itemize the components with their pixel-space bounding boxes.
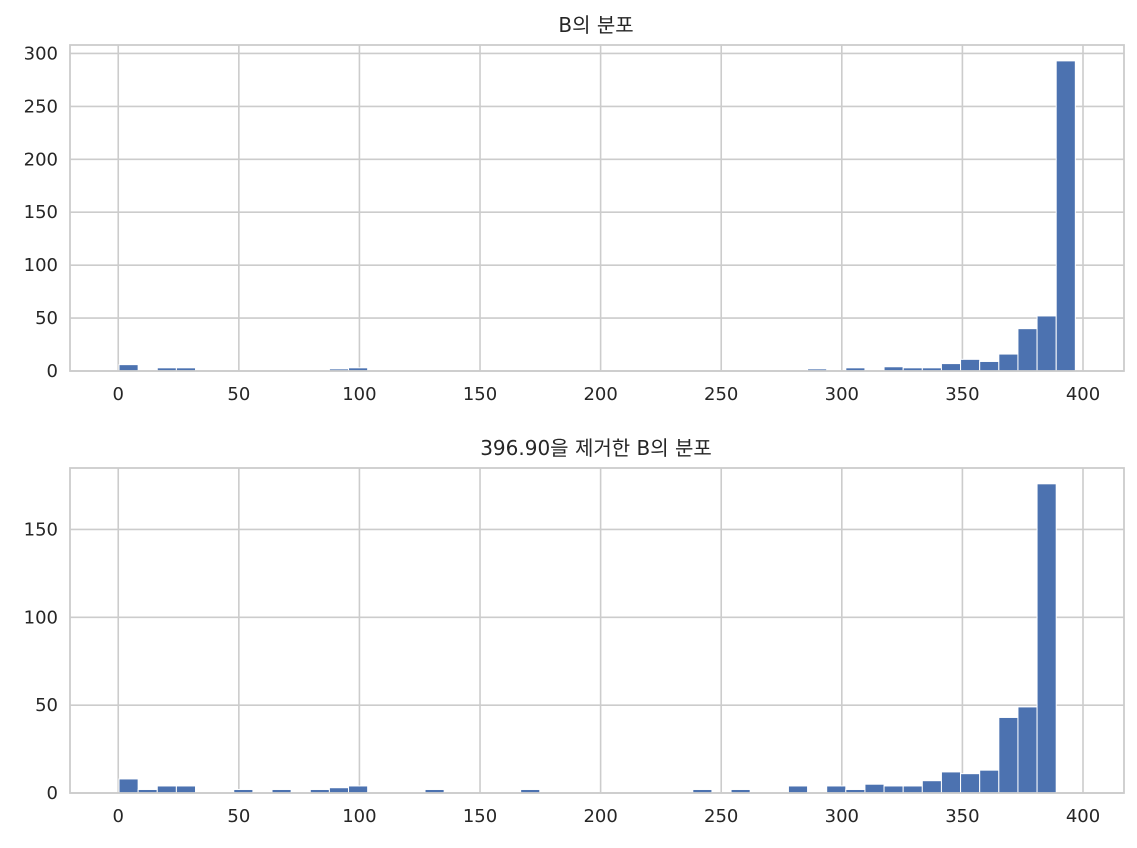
x-tick-label: 150 (463, 806, 497, 827)
histogram-bar (1017, 706, 1038, 794)
plot-frame (69, 467, 1125, 794)
x-tick-label: 0 (113, 806, 124, 827)
histogram-bar (1036, 483, 1057, 794)
chart-title: 396.90을 제거한 B의 분포 (480, 436, 712, 460)
x-tick-label: 250 (704, 806, 738, 827)
chart-title: B의 분포 (558, 13, 633, 37)
histogram-bar (348, 785, 369, 794)
histogram-bar (1055, 60, 1076, 372)
histogram-bar (979, 769, 1000, 794)
y-tick-label: 150 (24, 202, 58, 223)
plot-frame (69, 44, 1125, 372)
histogram-bar (960, 773, 981, 794)
tick-labels: 0 50 100 150 200 250 300 350 400 0 50 100 150 (24, 519, 1101, 827)
x-tick-label: 100 (342, 384, 376, 405)
histogram-b-distribution-without-396-90: 0 50 100 150 200 250 300 350 400 0 50 100 150 396.90을… (24, 436, 1125, 827)
grid (70, 45, 1124, 372)
histogram-bar (1036, 315, 1057, 372)
x-tick-label: 50 (227, 384, 250, 405)
y-tick-label: 50 (35, 695, 58, 716)
histogram-bar (1017, 328, 1038, 372)
histogram-bar (156, 785, 177, 794)
histogram-bar (921, 780, 942, 794)
x-tick-label: 50 (227, 806, 250, 827)
grid (70, 468, 1124, 794)
histogram-b-distribution: 0 50 100 150 200 250 300 350 400 0 50 100 150 200 250 3… (24, 13, 1125, 405)
x-tick-label: 300 (825, 384, 859, 405)
bars (118, 483, 1057, 794)
y-tick-label: 50 (35, 308, 58, 329)
y-tick-label: 100 (24, 255, 58, 276)
y-tick-label: 0 (47, 361, 58, 382)
histogram-bar (826, 785, 847, 794)
histogram-bar (864, 783, 885, 794)
histogram-bar (118, 364, 139, 372)
x-tick-label: 150 (463, 384, 497, 405)
histogram-bar (940, 771, 962, 794)
x-tick-label: 200 (583, 384, 617, 405)
y-tick-label: 100 (24, 607, 58, 628)
bars (118, 60, 1076, 372)
x-tick-label: 400 (1066, 806, 1100, 827)
x-tick-label: 350 (945, 384, 979, 405)
x-tick-label: 100 (342, 806, 376, 827)
x-tick-label: 300 (825, 806, 859, 827)
x-tick-label: 350 (945, 806, 979, 827)
histogram-bar (998, 353, 1019, 372)
x-tick-label: 0 (113, 384, 124, 405)
x-tick-label: 250 (704, 384, 738, 405)
histogram-bar (787, 785, 809, 794)
x-tick-label: 400 (1066, 384, 1100, 405)
histogram-bar (902, 785, 923, 794)
histogram-bar (883, 785, 904, 794)
y-tick-label: 0 (47, 783, 58, 804)
histogram-bar (979, 360, 1000, 372)
histogram-bar (175, 785, 197, 794)
y-tick-label: 150 (24, 519, 58, 540)
histogram-bar (998, 716, 1019, 794)
histogram-bar (960, 358, 981, 372)
y-tick-label: 250 (24, 96, 58, 117)
y-tick-label: 300 (24, 43, 58, 64)
histogram-bar (940, 363, 962, 372)
y-tick-label: 200 (24, 149, 58, 170)
x-tick-label: 200 (583, 806, 617, 827)
histogram-bar (118, 778, 139, 794)
tick-labels: 0 50 100 150 200 250 300 350 400 0 50 100 150 200 250 3… (24, 43, 1101, 405)
